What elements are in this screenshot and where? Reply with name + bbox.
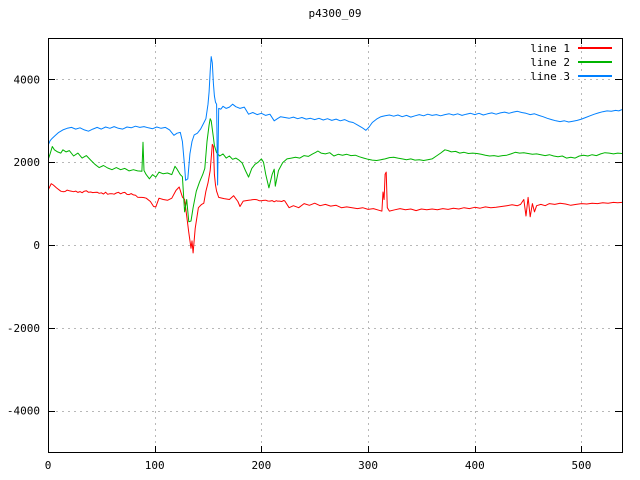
- x-tick-label: 0: [45, 459, 52, 472]
- y-tick-label: 4000: [14, 73, 41, 86]
- y-tick-label: -2000: [7, 322, 40, 335]
- chart-title: p4300_09: [308, 7, 362, 20]
- y-tick-label: -4000: [7, 405, 40, 418]
- y-tick-label: 0: [33, 239, 40, 252]
- x-tick-label: 100: [145, 459, 165, 472]
- x-tick-label: 400: [465, 459, 485, 472]
- legend-line-sample: [578, 47, 612, 49]
- x-tick-label: 300: [358, 459, 378, 472]
- y-tick-label: 2000: [14, 156, 41, 169]
- x-tick-label: 200: [251, 459, 271, 472]
- x-tick-label: 500: [572, 459, 592, 472]
- legend-label: line 2: [530, 55, 570, 69]
- series-line-3: [48, 56, 622, 186]
- legend-label: line 3: [530, 69, 570, 83]
- legend-item-line-1: line 1: [530, 41, 612, 55]
- series-line-1: [48, 143, 622, 254]
- legend-line-sample: [578, 75, 612, 77]
- legend: line 1 line 2 line 3: [530, 41, 612, 83]
- series-line-2: [48, 118, 622, 223]
- legend-label: line 1: [530, 41, 570, 55]
- plot-border: [48, 38, 623, 453]
- legend-item-line-2: line 2: [530, 55, 612, 69]
- legend-item-line-3: line 3: [530, 69, 612, 83]
- legend-line-sample: [578, 61, 612, 63]
